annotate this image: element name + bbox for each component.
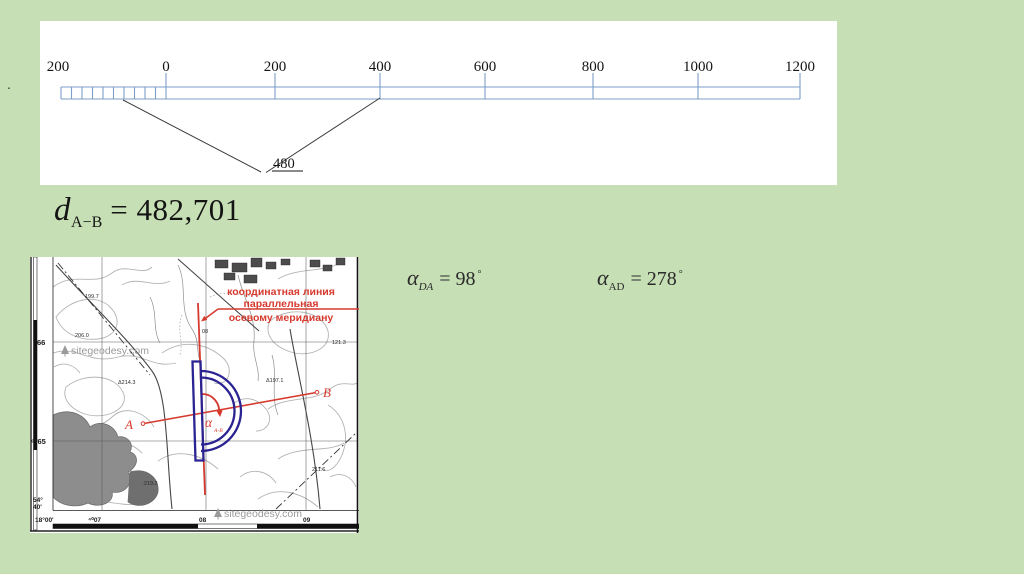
spot-height: 211.6 [312, 467, 325, 473]
azimuth-unit: ° [678, 269, 683, 281]
scale-label: 0 [162, 59, 170, 75]
azimuth-formula-da: αDA = 98 ° [407, 265, 482, 293]
grid-label-66: 66 [37, 338, 45, 347]
latitude-label-deg: 54° [33, 496, 43, 504]
azimuth-value: = 278 [630, 268, 677, 290]
point-a-marker [140, 421, 146, 426]
grid-label-07: ⁴⁰07 [88, 516, 101, 524]
annotation-pointer-diagonal [203, 308, 219, 321]
watermark-top: sitegeodesy.com [61, 345, 149, 357]
map-edge-labels: 66 ⁶⁰65 54° 40' 18°00' ⁴⁰07 08 09 08 [31, 329, 311, 524]
angle-symbol: α [205, 415, 213, 430]
spot-heights: 199.7 206.0 Δ214.3 Δ197.1 ·219.2 211.6 1… [75, 294, 346, 487]
grid-label-08: 08 [199, 517, 207, 524]
grid-label-09: 09 [303, 517, 311, 524]
azimuth-unit: ° [477, 269, 482, 281]
shaded-slope-area [52, 411, 159, 507]
azimuth-subscript: AD [608, 281, 625, 293]
scale-label: 200 [47, 59, 70, 75]
angle-arrowhead-icon [215, 409, 223, 417]
azimuth-symbol: α [597, 265, 609, 290]
watermark-text: sitegeodesy.com [224, 508, 302, 520]
distance-symbol: d [54, 192, 71, 228]
power-line-dashes [57, 262, 357, 510]
topographic-map: 199.7 206.0 Δ214.3 Δ197.1 ·219.2 211.6 1… [30, 257, 359, 533]
spot-height: ·219.2 [142, 481, 158, 487]
scale-bar-labels: 200 0 200 400 600 800 1000 1200 [47, 59, 815, 75]
scale-ruler-diagram: 200 0 200 400 600 800 1000 1200 480 [47, 59, 815, 173]
spot-height: Δ197.1 [266, 378, 283, 384]
azimuth-symbol: α [407, 265, 419, 290]
spot-height: Δ214.3 [118, 380, 135, 386]
grid-label-65: ⁶⁰65 [31, 437, 46, 446]
compass-measurement-lines [122, 97, 381, 173]
tree-icon [214, 508, 222, 517]
scale-bar [60, 73, 801, 100]
azimuth-subscript: DA [418, 281, 434, 293]
tree-icon [61, 345, 69, 354]
point-b-marker [314, 390, 320, 395]
scale-label: 200 [264, 59, 287, 75]
watermark-text: sitegeodesy.com [71, 345, 149, 357]
red-annotations: координатная линия параллельная осевому … [124, 286, 359, 496]
ab-direction-line [140, 391, 320, 425]
scale-label: 1200 [785, 59, 815, 75]
spot-height: 121.3 [332, 340, 346, 346]
map-frame [30, 257, 359, 533]
topographic-map-image: 199.7 206.0 Δ214.3 Δ197.1 ·219.2 211.6 1… [30, 257, 359, 533]
km-grid-lines [53, 257, 357, 510]
spot-height: 206.0 [75, 333, 89, 339]
grid-label-top-08: 08 [202, 329, 208, 335]
measurement-value: 480 [273, 156, 295, 172]
point-a-label: A [124, 417, 133, 432]
longitude-label: 18°00' [35, 516, 54, 524]
annotation-line-2: параллельная [244, 298, 319, 310]
distance-subscript: A−B [71, 214, 103, 232]
scale-ruler-panel: 200 0 200 400 600 800 1000 1200 480 [40, 21, 837, 185]
azimuth-value: = 98 [439, 268, 476, 290]
spot-height: 199.7 [85, 294, 99, 300]
settlement-blocks [214, 257, 346, 284]
scale-label: 400 [369, 59, 392, 75]
angle-subscript: A-B [213, 428, 223, 434]
annotation-arrowhead-icon [201, 315, 208, 322]
stream-lines [149, 264, 279, 416]
annotation-line-3: осевому меридиану [229, 312, 334, 324]
scale-label: 600 [474, 59, 497, 75]
contour-lines [52, 262, 358, 508]
point-b-label: B [323, 385, 331, 400]
azimuth-formula-ad: αAD = 278 ° [597, 265, 683, 293]
annotation-line-1: координатная линия [227, 286, 335, 298]
distance-value: = 482,701 [110, 192, 241, 227]
watermark-bottom: sitegeodesy.com [214, 508, 302, 520]
scale-label: 1000 [683, 59, 713, 75]
protractor-icon [191, 360, 243, 462]
distance-formula: dA−B = 482,701 [54, 192, 241, 232]
stray-dot: . [7, 76, 11, 92]
latitude-label-min: 40' [33, 504, 42, 511]
scale-label: 800 [582, 59, 605, 75]
